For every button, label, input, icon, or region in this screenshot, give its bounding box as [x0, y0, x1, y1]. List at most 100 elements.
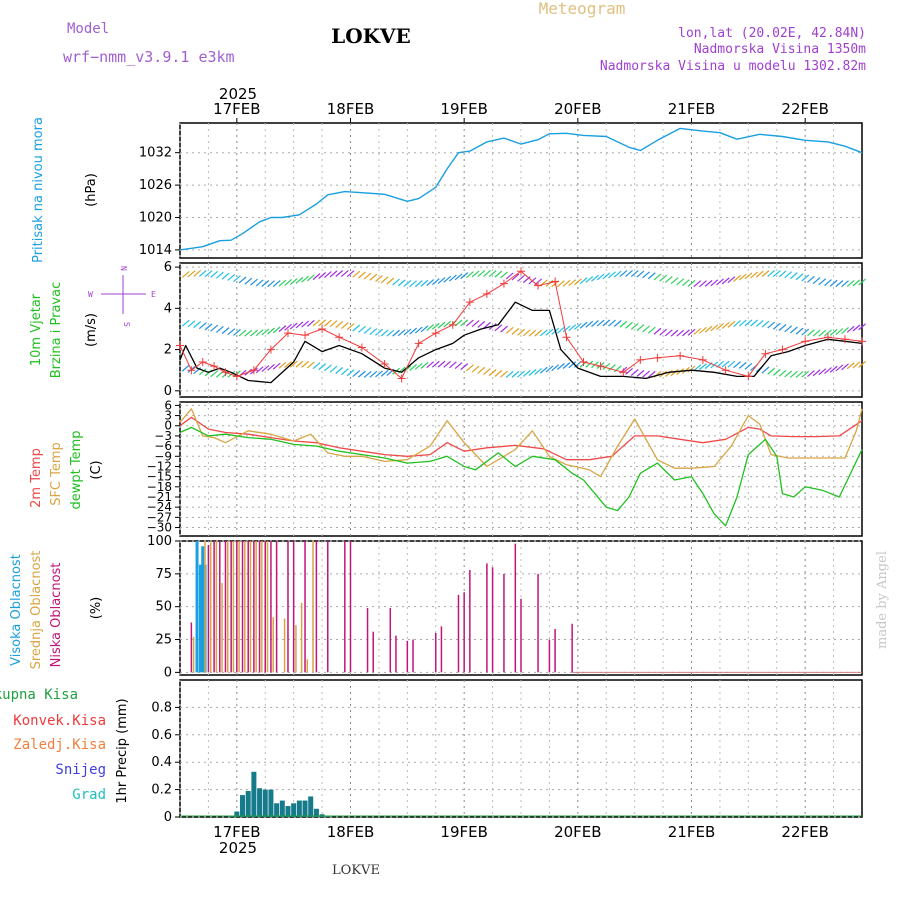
- wind-barb: [511, 370, 520, 378]
- y-tick-label: 0.2: [151, 783, 172, 798]
- y-tick-label: 0: [164, 810, 172, 825]
- wind-barb: [699, 280, 707, 288]
- wind-barb: [454, 273, 463, 281]
- temp-unit: (C): [89, 460, 104, 479]
- wind-barb: [255, 329, 264, 337]
- cloud-bar-mid: [232, 541, 235, 673]
- dewpt-ylabel: dewpt Temp: [69, 430, 84, 509]
- cloud-bar-low: [548, 639, 551, 673]
- cloud-bar-low: [463, 592, 465, 673]
- wind-barb: [556, 280, 565, 288]
- wind-barb: [477, 366, 486, 374]
- cloud-bar-low: [554, 629, 556, 673]
- wind-barb: [505, 272, 514, 280]
- wind-barb: [289, 278, 298, 285]
- wind-barb: [505, 326, 514, 334]
- gust-marker: [335, 333, 344, 342]
- wind-barb: [437, 277, 446, 285]
- t2m-line: [179, 416, 863, 461]
- y-tick-label: 1032: [139, 146, 172, 161]
- coords-text: lon,lat (20.02E, 42.84N): [678, 26, 866, 41]
- y-tick-label: 1014: [139, 243, 172, 258]
- wind-barb: [278, 279, 287, 287]
- wind-barb: [181, 271, 190, 278]
- cloud-bar-low: [292, 541, 295, 673]
- wind-barb: [238, 329, 247, 337]
- wind-barb: [829, 365, 838, 373]
- precip-bar: [251, 771, 257, 817]
- wind-barb: [619, 270, 628, 278]
- cloud-bar-low: [241, 541, 244, 673]
- day-label: 17FEB: [213, 100, 260, 118]
- wind-barb: [420, 325, 429, 333]
- cloud-bar-mid: [221, 583, 223, 673]
- wind-barb: [483, 321, 491, 329]
- wind-barb: [460, 272, 469, 280]
- wind-barb: [289, 360, 298, 368]
- precip-ylabel: 1hr Precip (mm): [115, 698, 130, 803]
- wind-barb: [545, 365, 554, 373]
- wind-barb: [642, 325, 651, 333]
- wind-barb: [647, 272, 656, 280]
- day-label: 17FEB: [213, 823, 260, 841]
- gust-marker: [414, 339, 423, 348]
- wind-barb: [596, 319, 605, 327]
- wind-barb: [613, 270, 622, 278]
- wind-barb: [551, 364, 560, 372]
- wind-barb: [585, 276, 594, 283]
- wind-barb: [625, 321, 633, 329]
- wind-barb: [431, 278, 440, 286]
- y-tick-label: 6: [164, 398, 172, 412]
- y-tick-label: −12: [147, 459, 172, 473]
- cloud-bar-low: [264, 541, 266, 673]
- wind-barb: [574, 278, 582, 286]
- wind-barb: [403, 328, 412, 336]
- wind-barb: [767, 269, 776, 277]
- wind-barb: [642, 370, 651, 378]
- wind-barb: [659, 328, 668, 336]
- wind-barb: [676, 329, 685, 337]
- wind-barb: [460, 319, 469, 327]
- wind-barb: [238, 276, 247, 284]
- cloud-bar-low: [491, 567, 494, 673]
- wind-ylabel-2: Brzina i Pravac: [49, 282, 64, 379]
- gust-marker: [221, 368, 230, 377]
- cloud-bar-low: [395, 635, 397, 673]
- wind-barb: [500, 271, 508, 279]
- wind-barb: [250, 329, 258, 337]
- precip-bar: [313, 808, 319, 817]
- wind-barb: [591, 320, 599, 327]
- wind-barb: [392, 278, 400, 286]
- y-tick-label: 0: [164, 419, 172, 433]
- y-tick-label: 1026: [139, 178, 172, 193]
- wind-barb: [494, 270, 503, 278]
- compass-w: W: [88, 290, 93, 299]
- wind-barb: [670, 329, 679, 337]
- wind-barb: [471, 365, 480, 373]
- wind-barb: [471, 320, 480, 328]
- wind-barb: [630, 322, 639, 330]
- wind-barb: [477, 270, 486, 277]
- wind-barb: [812, 369, 821, 377]
- wind-barb: [841, 363, 849, 371]
- wind-barb: [647, 326, 656, 334]
- cloud-bar-low: [219, 541, 221, 673]
- gust-marker: [431, 329, 440, 338]
- wind-barb: [738, 319, 747, 327]
- wind-barb: [267, 280, 275, 288]
- wind-barb: [795, 327, 804, 335]
- wind-barb: [807, 329, 815, 337]
- wind-barb: [608, 364, 616, 372]
- wind-barb: [767, 321, 776, 329]
- compass-n: N: [119, 266, 128, 271]
- wind-barb: [630, 369, 639, 376]
- elevation-text: Nadmorska Visina 1350m: [694, 42, 866, 57]
- wind-barb: [653, 327, 662, 335]
- precip-bar: [257, 788, 263, 817]
- cloud-bar-low: [520, 598, 522, 673]
- wind-barb: [227, 273, 236, 281]
- cloud-bar-mid: [312, 541, 314, 673]
- cloud-bar-low: [537, 573, 539, 673]
- gust-marker: [744, 372, 753, 381]
- wind-barb: [443, 275, 452, 283]
